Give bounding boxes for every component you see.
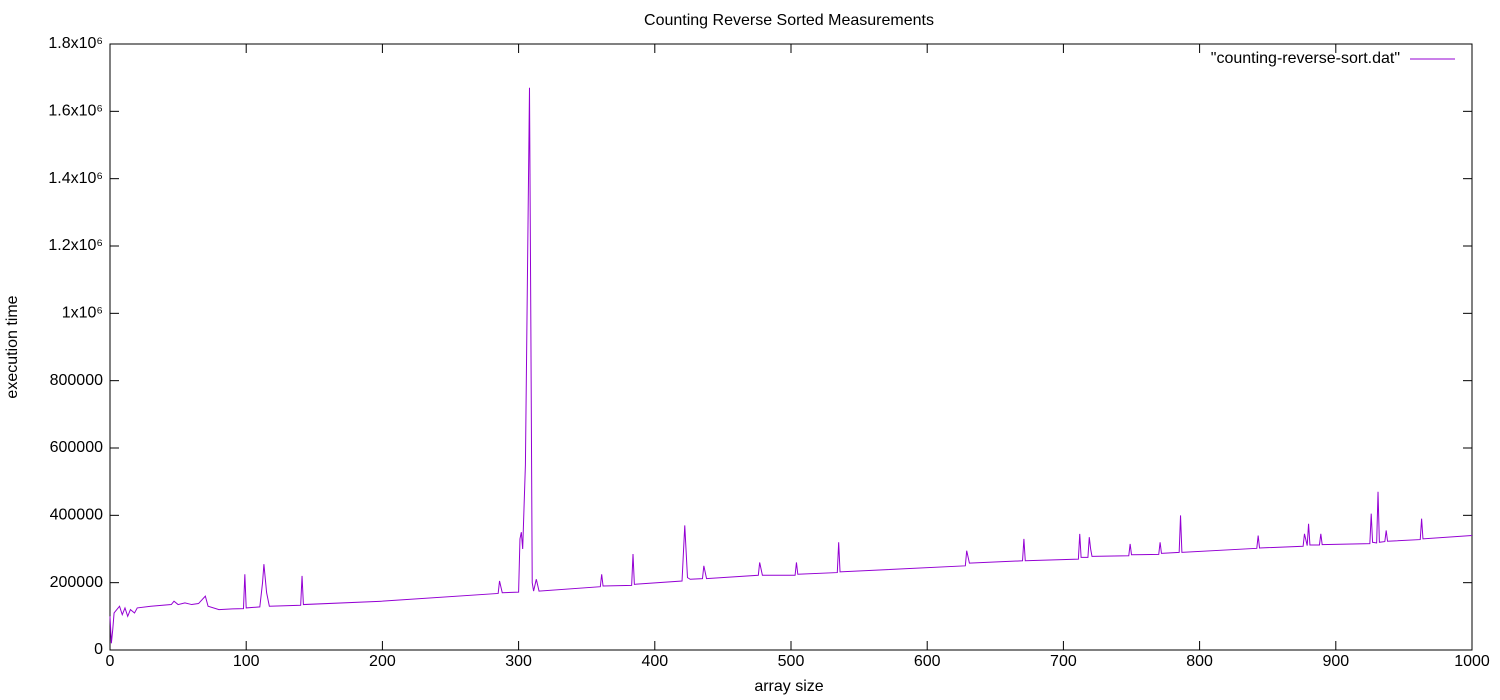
y-tick-label: 1.8x10⁶: [48, 35, 103, 52]
x-tick-label: 700: [1050, 653, 1077, 670]
y-axis-label: execution time: [4, 295, 21, 398]
x-tick-label: 900: [1322, 653, 1349, 670]
x-tick-label: 100: [233, 653, 260, 670]
y-tick-label: 200000: [50, 574, 103, 591]
x-tick-label: 800: [1186, 653, 1213, 670]
y-tick-label: 1x10⁶: [62, 305, 103, 322]
x-tick-label: 600: [914, 653, 941, 670]
y-tick-label: 600000: [50, 439, 103, 456]
x-tick-label: 1000: [1454, 653, 1490, 670]
chart-title: Counting Reverse Sorted Measurements: [644, 12, 934, 29]
x-tick-label: 300: [505, 653, 532, 670]
y-tick-label: 800000: [50, 372, 103, 389]
y-tick-label: 1.4x10⁶: [48, 170, 103, 187]
x-tick-label: 200: [369, 653, 396, 670]
y-tick-label: 400000: [50, 507, 103, 524]
y-tick-label: 0: [94, 641, 103, 658]
x-tick-label: 0: [106, 653, 115, 670]
x-tick-label: 400: [641, 653, 668, 670]
x-tick-label: 500: [778, 653, 805, 670]
legend-label: "counting-reverse-sort.dat": [1211, 50, 1400, 67]
y-tick-label: 1.2x10⁶: [48, 237, 103, 254]
y-tick-label: 1.6x10⁶: [48, 103, 103, 120]
x-axis-label: array size: [754, 678, 823, 695]
data-line: [109, 87, 1473, 644]
